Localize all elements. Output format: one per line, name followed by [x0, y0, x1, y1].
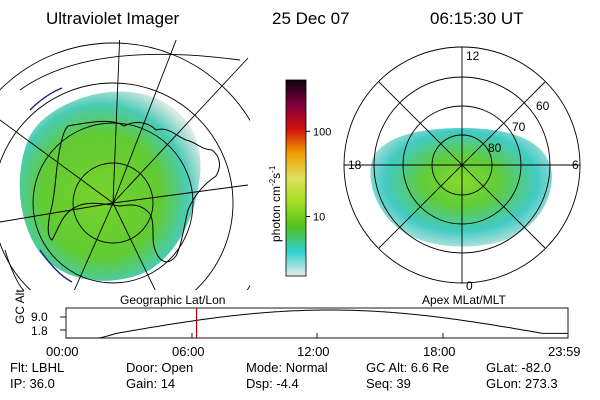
- info-field-label: GC Alt:: [366, 360, 411, 375]
- aurora-emission-right: [370, 128, 552, 247]
- instrument-title: Ultraviolet Imager: [46, 9, 180, 28]
- limb-arc: [19, 53, 241, 91]
- mlt-lines: [344, 47, 580, 283]
- time-tick-1200: 12:00: [297, 344, 330, 359]
- latitude-circle: [0, 82, 234, 290]
- time-label: 06:15:30 UT: [430, 9, 524, 28]
- info-field: Seq: 39: [366, 376, 411, 391]
- colorbar-tick-label: 100: [313, 126, 331, 138]
- right-panel-caption: Apex MLat/MLT: [422, 293, 506, 307]
- info-field-label: GLat:: [486, 360, 522, 375]
- latitude-circle: [72, 162, 154, 244]
- mlat-label-60: 60: [536, 99, 550, 113]
- info-field: IP: 36.0: [10, 376, 55, 391]
- altitude-tick-low: 1.8: [31, 324, 48, 338]
- time-tick-0000: 00:00: [46, 344, 79, 359]
- unit-seconds: s: [269, 172, 283, 179]
- info-field: Mode: Normal: [246, 360, 328, 375]
- unit-exponent-1: -2: [268, 178, 277, 186]
- date-label: 25 Dec 07: [272, 9, 350, 28]
- info-field-label: Mode:: [246, 360, 286, 375]
- mlt-label-18: 18: [348, 158, 362, 172]
- info-field-value: Open: [161, 360, 194, 375]
- info-field-value: -4.4: [276, 376, 299, 391]
- meridian-lines: [0, 40, 249, 290]
- limb-arc: [4, 249, 24, 290]
- unit-prefix: photon cm: [269, 185, 283, 242]
- info-field-value: -82.0: [521, 360, 552, 375]
- info-field: GLat: -82.0: [486, 360, 551, 375]
- coastline-south-america: [39, 249, 73, 283]
- info-field-label: Seq:: [366, 376, 397, 391]
- altitude-tick-high: 9.0: [31, 310, 48, 324]
- info-field: Dsp: -4.4: [246, 376, 299, 391]
- mlat-label-70: 70: [512, 120, 526, 134]
- info-field-value: 14: [160, 376, 176, 391]
- time-tick-2359: 23:59: [548, 344, 581, 359]
- info-field-value: 273.3: [525, 376, 558, 391]
- coastline-segment: [29, 87, 63, 111]
- altitude-curve: [66, 309, 568, 339]
- time-tick-1800: 18:00: [423, 344, 456, 359]
- info-field: GC Alt: 6.6 Re: [366, 360, 449, 375]
- info-field-label: GLon:: [486, 376, 526, 391]
- mlat-label-80: 80: [488, 141, 502, 155]
- mlt-label-6: 6: [572, 158, 579, 172]
- info-field: Door: Open: [126, 360, 193, 375]
- mlt-label-12: 12: [466, 49, 480, 63]
- altitude-plot-ticks: [60, 316, 444, 338]
- coastline: [47, 120, 220, 263]
- info-field-value: 6.6 Re: [410, 360, 450, 375]
- info-field-label: IP:: [10, 376, 30, 391]
- colorbar-ticks: 100 10: [306, 126, 331, 223]
- geographic-map-panel: [0, 40, 250, 290]
- mlt-label-0: 0: [466, 279, 473, 293]
- aurora-emission-left: [19, 91, 201, 281]
- latitude-circle: [32, 122, 194, 284]
- info-field-value: 36.0: [29, 376, 55, 391]
- info-field: GLon: 273.3: [486, 376, 558, 391]
- polar-map-panel: 18 6 12 0 60 70 80: [343, 46, 581, 293]
- info-field: Flt: LBHL: [10, 360, 64, 375]
- info-field-label: Gain:: [126, 376, 161, 391]
- left-panel-caption: Geographic Lat/Lon: [120, 293, 225, 307]
- colorbar-tick-label: 10: [313, 211, 325, 223]
- info-field-label: Dsp:: [246, 376, 277, 391]
- latitude-circle: [0, 42, 250, 290]
- info-field-value: 39: [396, 376, 411, 391]
- altitude-axis-label: GC Alt: [13, 289, 27, 324]
- colorbar: [285, 79, 307, 277]
- info-field-label: Flt:: [10, 360, 32, 375]
- unit-exponent-2: -1: [268, 165, 277, 173]
- info-field: Gain: 14: [126, 376, 175, 391]
- info-field-value: Normal: [285, 360, 328, 375]
- colorbar-unit-label: photon cm-2s-1: [268, 166, 283, 242]
- info-field-value: LBHL: [31, 360, 65, 375]
- time-tick-0600: 06:00: [172, 344, 205, 359]
- info-field-label: Door:: [126, 360, 162, 375]
